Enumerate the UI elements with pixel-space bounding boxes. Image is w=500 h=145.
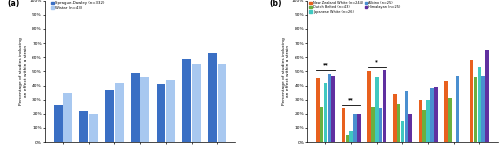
- Bar: [430, 88, 434, 142]
- Bar: [332, 76, 335, 142]
- Bar: [156, 84, 166, 142]
- Bar: [478, 67, 481, 142]
- Bar: [353, 114, 357, 142]
- Bar: [448, 98, 452, 142]
- Y-axis label: Percentage of studies inducing
an effect within a strain: Percentage of studies inducing an effect…: [20, 37, 28, 105]
- Bar: [375, 77, 378, 142]
- Bar: [456, 76, 460, 142]
- Bar: [218, 64, 226, 142]
- Bar: [382, 70, 386, 142]
- Text: **: **: [322, 62, 328, 67]
- Bar: [368, 71, 371, 142]
- Legend: Sprague-Dawley (n=332), Wistar (n=43): Sprague-Dawley (n=332), Wistar (n=43): [50, 1, 105, 10]
- Text: *: *: [376, 59, 378, 64]
- Bar: [140, 77, 149, 142]
- Bar: [444, 81, 448, 142]
- Bar: [114, 83, 124, 142]
- Bar: [54, 105, 62, 142]
- Text: **: **: [348, 98, 354, 103]
- Bar: [166, 80, 175, 142]
- Bar: [470, 60, 474, 142]
- Bar: [379, 108, 382, 142]
- Bar: [105, 90, 114, 142]
- Bar: [328, 74, 331, 142]
- Bar: [400, 121, 404, 142]
- Bar: [482, 76, 485, 142]
- Text: (a): (a): [7, 0, 19, 8]
- Bar: [426, 100, 430, 142]
- Bar: [393, 94, 396, 142]
- Bar: [397, 104, 400, 142]
- Bar: [131, 73, 140, 142]
- Bar: [486, 50, 489, 142]
- Y-axis label: Percentage of studies inducing
an effect within a strain: Percentage of studies inducing an effect…: [282, 37, 290, 105]
- Bar: [64, 93, 72, 142]
- Bar: [422, 110, 426, 142]
- Bar: [80, 111, 88, 142]
- Bar: [89, 114, 98, 142]
- Bar: [342, 108, 345, 142]
- Bar: [346, 135, 349, 142]
- Bar: [182, 59, 191, 142]
- Bar: [324, 83, 328, 142]
- Bar: [408, 114, 412, 142]
- Bar: [320, 107, 324, 142]
- Bar: [208, 53, 217, 142]
- Bar: [404, 91, 408, 142]
- Bar: [418, 100, 422, 142]
- Bar: [350, 131, 353, 142]
- Legend: New Zealand White (n=244), Dutch Belted (n=43), Japanese White (n=26), Albino (n: New Zealand White (n=244), Dutch Belted …: [309, 1, 401, 14]
- Bar: [357, 114, 360, 142]
- Bar: [474, 77, 478, 142]
- Text: (b): (b): [270, 0, 282, 8]
- Bar: [316, 78, 320, 142]
- Bar: [434, 87, 438, 142]
- Bar: [371, 107, 374, 142]
- Bar: [192, 64, 201, 142]
